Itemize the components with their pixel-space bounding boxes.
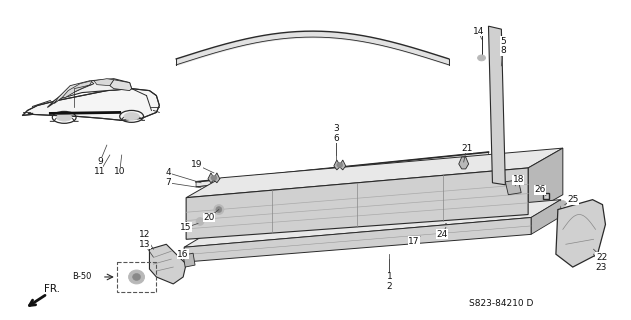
Text: 9: 9 [97, 157, 103, 166]
Text: 19: 19 [191, 160, 203, 170]
Polygon shape [150, 244, 186, 284]
Polygon shape [531, 200, 561, 234]
Text: 16: 16 [177, 250, 189, 259]
Polygon shape [186, 148, 563, 198]
Ellipse shape [216, 207, 222, 212]
Ellipse shape [196, 218, 204, 225]
Ellipse shape [559, 201, 566, 207]
Ellipse shape [211, 175, 217, 180]
Polygon shape [110, 80, 132, 91]
Polygon shape [54, 81, 94, 103]
Polygon shape [47, 79, 132, 108]
Text: 13: 13 [139, 240, 150, 249]
Text: 17: 17 [408, 237, 420, 246]
Text: FR.: FR. [44, 284, 61, 294]
Polygon shape [94, 79, 114, 86]
Text: 5: 5 [500, 36, 506, 45]
Ellipse shape [478, 55, 485, 61]
Polygon shape [183, 253, 195, 267]
Polygon shape [62, 81, 92, 98]
Text: 25: 25 [567, 195, 579, 204]
Text: 4: 4 [165, 168, 171, 177]
Polygon shape [196, 152, 488, 187]
Text: 15: 15 [180, 223, 192, 232]
Polygon shape [528, 148, 563, 214]
Ellipse shape [133, 274, 141, 280]
Text: 7: 7 [165, 178, 171, 187]
Ellipse shape [56, 114, 72, 121]
Text: 23: 23 [596, 263, 607, 272]
Text: 18: 18 [512, 175, 524, 184]
Ellipse shape [337, 163, 343, 167]
Ellipse shape [124, 113, 139, 120]
Ellipse shape [129, 270, 144, 284]
Text: 11: 11 [94, 167, 105, 176]
Polygon shape [556, 200, 606, 267]
Text: 10: 10 [114, 167, 126, 176]
Text: 3: 3 [333, 124, 339, 133]
Text: 2: 2 [387, 282, 392, 292]
Ellipse shape [214, 204, 224, 214]
Polygon shape [488, 26, 505, 185]
Polygon shape [186, 168, 528, 239]
Polygon shape [208, 173, 220, 183]
Text: 20: 20 [203, 213, 215, 222]
Text: 24: 24 [436, 230, 447, 239]
Polygon shape [23, 89, 160, 120]
Polygon shape [184, 218, 531, 262]
Text: B-50: B-50 [73, 272, 92, 282]
Text: 12: 12 [139, 230, 150, 239]
Text: 22: 22 [596, 253, 607, 262]
Text: 21: 21 [461, 144, 473, 153]
Polygon shape [505, 180, 521, 195]
Polygon shape [459, 157, 469, 169]
Text: S823-84210 D: S823-84210 D [469, 299, 534, 308]
Text: 14: 14 [473, 27, 484, 36]
Polygon shape [334, 160, 346, 170]
Text: 1: 1 [386, 272, 392, 282]
Text: 6: 6 [333, 134, 339, 143]
Text: 26: 26 [534, 185, 546, 194]
Text: 8: 8 [500, 46, 506, 55]
Polygon shape [184, 200, 561, 247]
